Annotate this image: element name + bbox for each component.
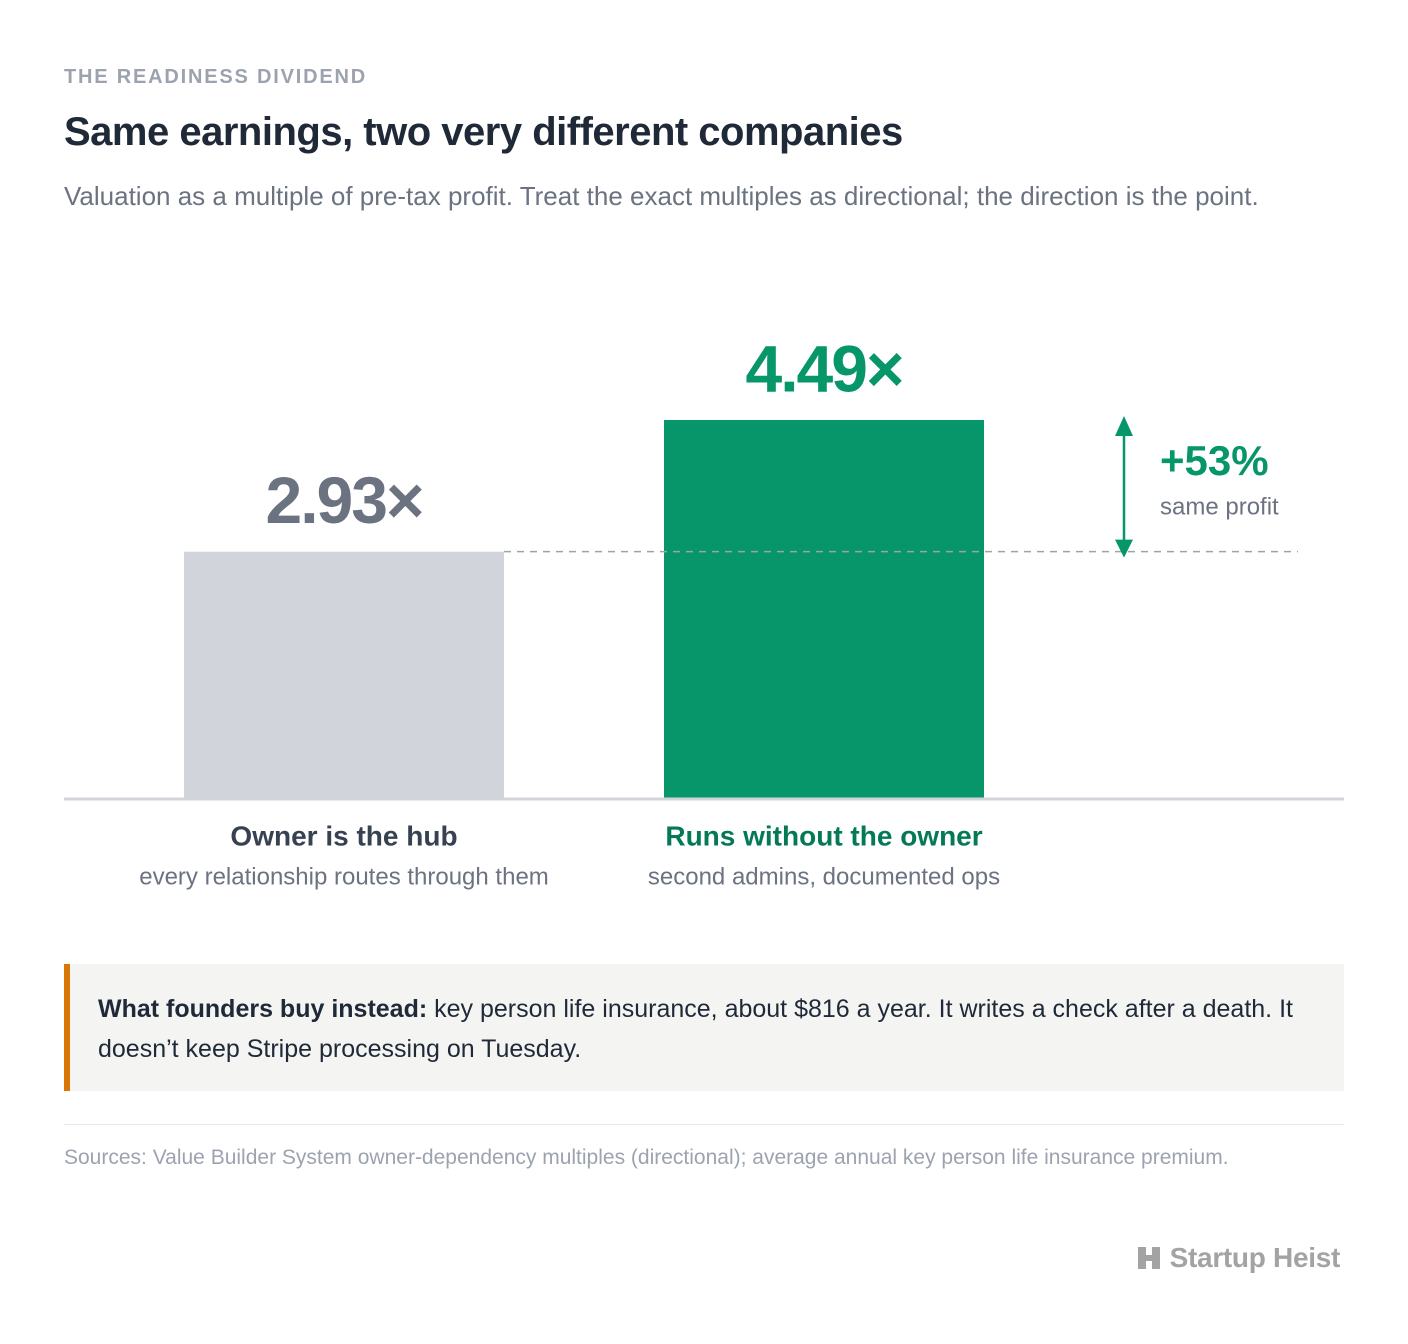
annotation-note: same profit [1160, 493, 1279, 520]
chart-title: Same earnings, two very different compan… [64, 110, 903, 154]
bar [664, 420, 984, 799]
bar [184, 551, 504, 799]
chart-subtitle: Valuation as a multiple of pre-tax profi… [64, 181, 1259, 211]
callout: What founders buy instead: key person li… [64, 964, 1344, 1091]
category-note: every relationship routes through them [139, 863, 549, 890]
eyebrow: THE READINESS DIVIDEND [64, 66, 367, 88]
chart: 2.93× Owner is the hub every relationship … [64, 331, 1344, 890]
divider [64, 1124, 1344, 1125]
brand-name: Startup Heist [1169, 1242, 1341, 1273]
category-label: Runs without the owner [665, 820, 982, 851]
category-note: second admins, documented ops [648, 863, 1000, 890]
annotation-label: +53% [1160, 437, 1269, 484]
value-label: 4.49× [746, 331, 903, 405]
arrow-head [1115, 539, 1133, 558]
category-label: Owner is the hub [230, 820, 457, 851]
callout-lead: What founders buy instead: [98, 995, 428, 1023]
sources: Sources: Value Builder System owner-depe… [64, 1146, 1229, 1169]
brand-icon [1137, 1247, 1160, 1269]
callout-text: key person life insurance, about $816 a … [98, 995, 1293, 1063]
brand: Startup Heist [1136, 1242, 1340, 1274]
arrow-head [1115, 416, 1133, 436]
value-label: 2.93× [266, 463, 423, 537]
